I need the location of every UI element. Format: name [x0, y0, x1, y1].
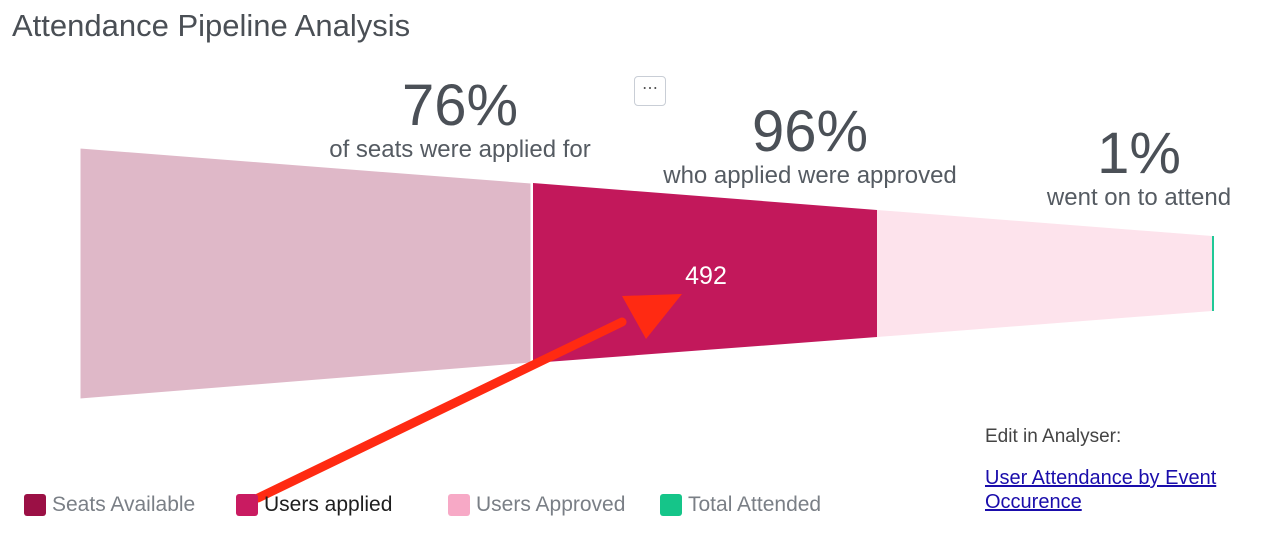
chart-menu-button[interactable]: ⋯	[634, 76, 666, 106]
edit-in-analyser-link[interactable]: User Attendance by Event Occurence	[985, 467, 1217, 513]
legend-label: Total Attended	[688, 493, 822, 516]
conversion-text: went on to attend	[1046, 184, 1232, 211]
legend-swatch	[448, 494, 470, 516]
annotation-arrow	[253, 294, 682, 503]
conversion-stat-attended: 1% went on to attend	[1020, 124, 1258, 212]
conversion-percent: 1%	[1097, 121, 1181, 186]
funnel-segment-users-applied[interactable]	[533, 183, 877, 363]
legend-label: Seats Available	[52, 493, 196, 516]
conversion-stat-applied: 76% of seats were applied for	[300, 76, 620, 164]
page-title: Attendance Pipeline Analysis	[12, 8, 411, 43]
legend-label: Users Approved	[476, 493, 626, 516]
conversion-percent: 76%	[401, 73, 519, 138]
legend-swatch	[236, 494, 258, 516]
conversion-text: who applied were approved	[663, 162, 957, 189]
legend-item-users-applied[interactable]: Users applied	[236, 493, 392, 517]
conversion-stat-approved: 96% who applied were approved	[640, 102, 980, 190]
funnel-segment-seats-available[interactable]	[79, 147, 532, 400]
funnel-segment-total-attended[interactable]	[1212, 236, 1214, 311]
legend-item-seats-available[interactable]: Seats Available	[24, 493, 195, 517]
funnel-value-label: 492	[685, 262, 727, 290]
legend-item-users-approved[interactable]: Users Approved	[448, 493, 625, 517]
legend-item-total-attended[interactable]: Total Attended	[660, 493, 821, 517]
edit-in-analyser-label: Edit in Analyser:	[985, 426, 1122, 447]
conversion-percent: 96%	[751, 99, 869, 164]
legend-swatch	[24, 494, 46, 516]
legend-label: Users applied	[264, 493, 393, 516]
funnel-segment-users-approved[interactable]	[877, 210, 1212, 337]
legend-swatch	[660, 494, 682, 516]
conversion-text: of seats were applied for	[329, 136, 591, 163]
